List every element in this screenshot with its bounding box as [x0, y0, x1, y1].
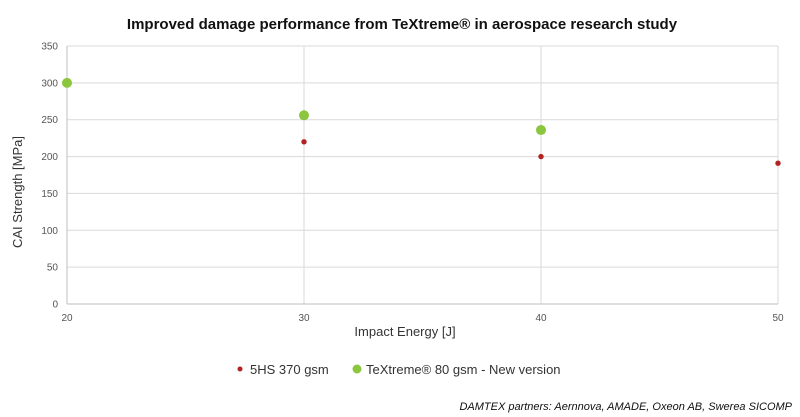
grid-layer	[67, 45, 779, 304]
y-tick-label: 200	[41, 152, 58, 163]
footnote: DAMTEX partners: Aernnova, AMADE, Oxeon …	[459, 401, 792, 413]
data-point-textreme	[62, 77, 72, 88]
y-tick-label: 50	[47, 263, 59, 274]
data-point-5hs	[301, 139, 307, 145]
y-tick-label: 250	[41, 115, 58, 126]
x-tick-label: 20	[61, 313, 73, 324]
y-tick-label: 350	[41, 42, 58, 53]
data-point-5hs	[538, 153, 544, 160]
data-point-textreme	[299, 110, 309, 121]
data-points	[62, 77, 781, 166]
x-tick-labels: 20 30 40 50	[61, 313, 784, 324]
x-tick-label: 40	[535, 313, 547, 324]
legend-marker-textreme	[352, 364, 362, 374]
data-point-textreme	[536, 125, 546, 136]
x-tick-label: 30	[298, 313, 310, 324]
y-tick-label: 150	[41, 189, 58, 200]
data-point-5hs	[775, 160, 781, 166]
legend: 5HS 370 gsm TeXtreme® 80 gsm - New versi…	[237, 362, 561, 377]
x-tick-label: 50	[772, 313, 784, 324]
y-tick-labels: 0 50 100 150 200 250 300 350	[41, 42, 58, 311]
y-tick-label: 100	[41, 226, 58, 237]
y-tick-label: 0	[52, 300, 58, 311]
x-axis-label: Impact Energy [J]	[354, 324, 455, 339]
chart-title: Improved damage performance from TeXtrem…	[127, 16, 678, 33]
legend-label-textreme: TeXtreme® 80 gsm - New version	[366, 362, 561, 377]
legend-label-5hs: 5HS 370 gsm	[250, 362, 329, 377]
y-axis-label: CAI Strength [MPa]	[10, 136, 25, 248]
axis-layer	[66, 46, 778, 305]
legend-marker-5hs	[237, 366, 243, 372]
y-tick-label: 300	[41, 78, 58, 89]
